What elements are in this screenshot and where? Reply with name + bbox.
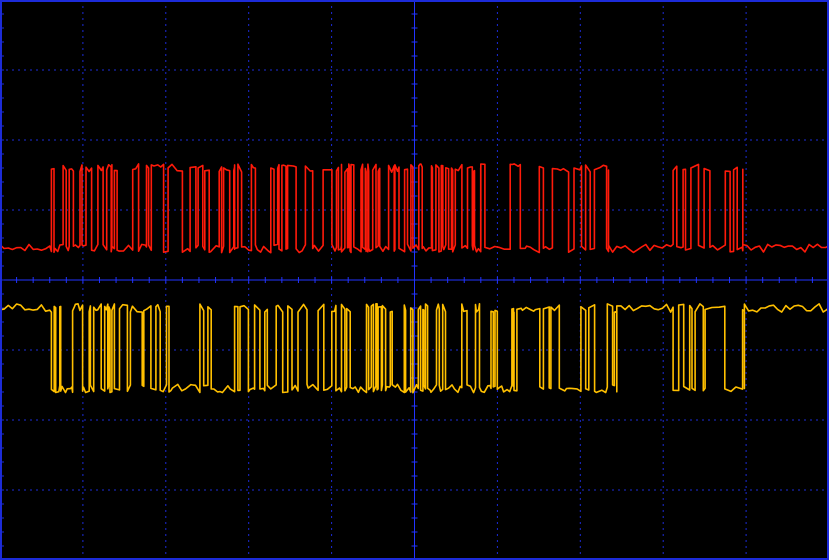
trace-layer — [0, 163, 829, 394]
channel-1-trace — [0, 163, 829, 254]
channel-2-trace — [0, 303, 829, 394]
